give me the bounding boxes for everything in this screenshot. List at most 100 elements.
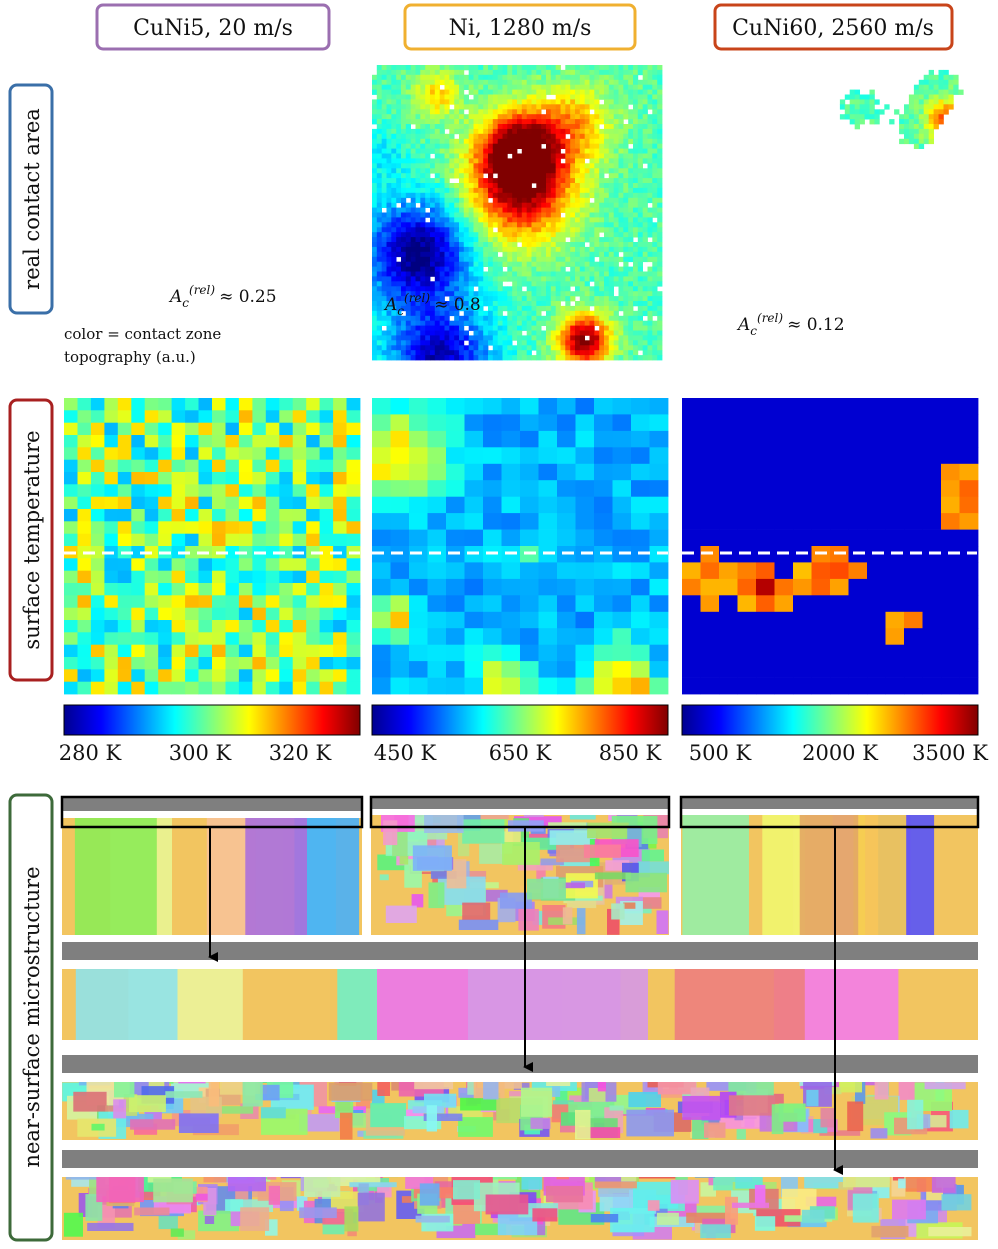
contact-pixel xyxy=(614,183,619,188)
contact-pixel xyxy=(406,237,411,242)
contact-pixel xyxy=(464,281,469,286)
contact-pixel xyxy=(565,129,570,134)
contact-pixel xyxy=(899,124,904,129)
temperature-cell xyxy=(279,497,293,510)
contact-pixel xyxy=(503,114,508,119)
contact-pixel xyxy=(614,75,619,80)
temperature-cell xyxy=(226,669,240,682)
contact-pixel xyxy=(924,114,929,119)
contact-pixel xyxy=(619,80,624,85)
temperature-cell xyxy=(347,410,361,423)
contact-pixel xyxy=(643,340,648,345)
contact-pixel xyxy=(590,272,595,277)
contact-pixel xyxy=(435,129,440,134)
contact-pixel xyxy=(594,217,599,222)
temperature-cell xyxy=(886,464,905,481)
temperature-cell xyxy=(775,562,794,579)
temperature-cell xyxy=(266,583,280,596)
contact-pixel xyxy=(507,247,512,252)
contact-pixel xyxy=(459,139,464,144)
temperature-cell xyxy=(701,398,720,415)
contact-pixel xyxy=(512,183,517,188)
temperature-cell xyxy=(104,521,118,534)
temperature-cell xyxy=(91,595,105,608)
contact-pixel xyxy=(440,208,445,213)
temperature-cell xyxy=(738,447,757,464)
contact-pixel xyxy=(619,242,624,247)
contact-pixel xyxy=(570,80,575,85)
temperature-cell xyxy=(446,661,465,678)
contact-pixel xyxy=(512,90,517,95)
contact-pixel xyxy=(541,158,546,163)
contact-pixel xyxy=(561,276,566,281)
contact-pixel xyxy=(396,331,401,336)
contact-pixel xyxy=(459,154,464,159)
contact-pixel xyxy=(435,242,440,247)
contact-pixel xyxy=(594,193,599,198)
temperature-cell xyxy=(409,595,428,612)
contact-pixel xyxy=(382,168,387,173)
contact-pixel xyxy=(527,242,532,247)
contact-pixel xyxy=(570,227,575,232)
contact-pixel xyxy=(643,168,648,173)
temperature-cell xyxy=(185,497,199,510)
temperature-cell xyxy=(391,464,410,481)
temperature-cell xyxy=(252,583,266,596)
temperature-cell xyxy=(409,645,428,662)
contact-pixel xyxy=(604,149,609,154)
temperature-cell xyxy=(306,669,320,682)
contact-pixel xyxy=(493,178,498,183)
contact-pixel xyxy=(570,168,575,173)
contact-pixel xyxy=(430,252,435,257)
grain xyxy=(380,874,389,880)
contact-pixel xyxy=(522,99,527,104)
contact-pixel xyxy=(580,291,585,296)
contact-pixel xyxy=(507,286,512,291)
temperature-cell xyxy=(923,447,942,464)
contact-pixel xyxy=(948,90,953,95)
temperature-cell xyxy=(719,447,738,464)
contact-pixel xyxy=(411,114,416,119)
contact-pixel xyxy=(507,95,512,100)
temperature-cell xyxy=(539,678,558,695)
contact-pixel xyxy=(652,291,657,296)
contact-pixel xyxy=(527,173,532,178)
temperature-cell xyxy=(502,431,521,448)
contact-pixel xyxy=(483,257,488,262)
contact-pixel xyxy=(590,188,595,193)
temperature-cell xyxy=(960,497,979,514)
temperature-cell xyxy=(613,480,632,497)
temperature-cell xyxy=(793,480,812,497)
contact-pixel xyxy=(454,247,459,252)
contact-pixel xyxy=(425,134,430,139)
contact-pixel xyxy=(532,144,537,149)
contact-pixel xyxy=(652,144,657,149)
contact-pixel xyxy=(396,124,401,129)
contact-pixel xyxy=(638,335,643,340)
contact-pixel xyxy=(934,124,939,129)
contact-pixel xyxy=(614,350,619,355)
contact-pixel xyxy=(556,203,561,208)
contact-pixel xyxy=(507,296,512,301)
contact-pixel xyxy=(924,75,929,80)
contact-pixel xyxy=(628,149,633,154)
contact-pixel xyxy=(396,85,401,90)
contact-pixel xyxy=(536,95,541,100)
contact-pixel xyxy=(934,119,939,124)
contact-pixel xyxy=(556,134,561,139)
contact-pixel xyxy=(440,326,445,331)
contact-pixel xyxy=(483,109,488,114)
temperature-cell xyxy=(502,480,521,497)
contact-pixel xyxy=(425,119,430,124)
contact-pixel xyxy=(604,232,609,237)
contact-pixel xyxy=(503,75,508,80)
contact-pixel xyxy=(411,70,416,75)
contact-pixel xyxy=(474,149,479,154)
contact-pixel xyxy=(599,252,604,257)
contact-pixel xyxy=(541,183,546,188)
contact-pixel xyxy=(594,183,599,188)
contact-pixel xyxy=(599,134,604,139)
contact-pixel xyxy=(425,281,430,286)
contact-pixel xyxy=(909,119,914,124)
contact-pixel xyxy=(619,178,624,183)
